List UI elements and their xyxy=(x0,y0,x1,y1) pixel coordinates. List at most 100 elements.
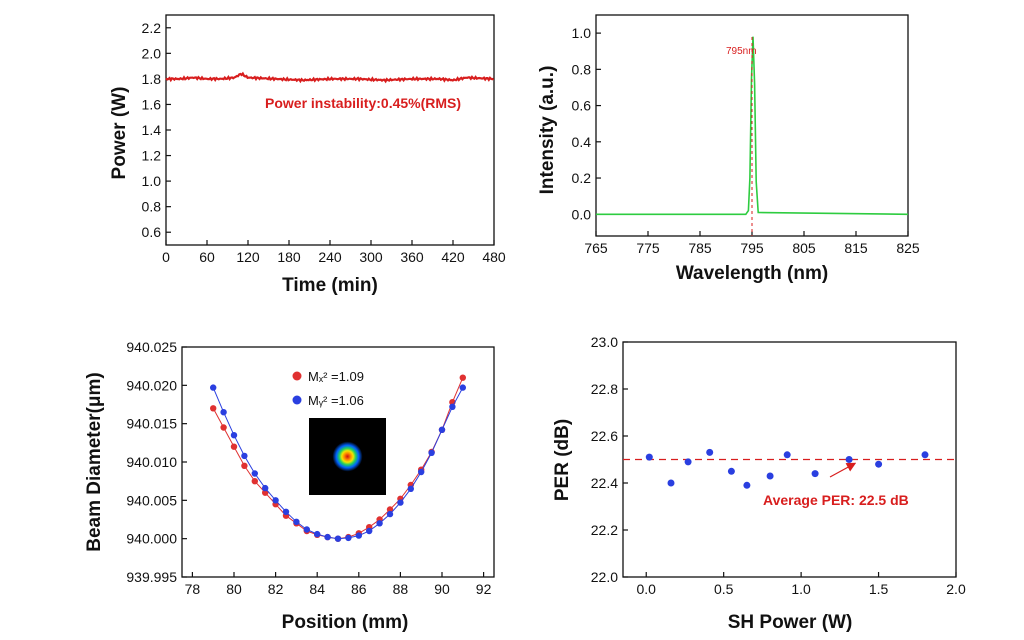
beam-data-point-1 xyxy=(241,452,248,460)
beam-y-tick-label: 940.005 xyxy=(126,492,177,508)
per-data-point xyxy=(766,472,774,480)
beam-data-point-1 xyxy=(262,484,269,492)
beam-y-axis-label: Beam Diameter(μm) xyxy=(84,372,105,552)
beam-data-point-1 xyxy=(293,518,300,525)
per-data-point xyxy=(684,458,692,466)
per-data-point xyxy=(706,448,714,456)
beam-profile-spot xyxy=(332,441,363,472)
beam-data-point-1 xyxy=(386,510,394,518)
beam-data-point-1 xyxy=(220,409,227,416)
power-x-tick-label: 360 xyxy=(400,249,424,265)
average-per-annotation: Average PER: 22.5 dB xyxy=(763,492,909,508)
per-annotation-arrow xyxy=(829,462,857,478)
power-axes-frame xyxy=(165,14,495,246)
beam-y-tick-label: 940.020 xyxy=(126,377,177,393)
spectrum-chart: 765 775 785 795 805 815 8250.00.20.40.60.81.0 … xyxy=(537,14,920,284)
spectrum-x-tick-label: 825 xyxy=(896,240,920,256)
beam-diameter-chart: 78 80 82 84 86 88 90 92 939.995 940.000 940.005 940… xyxy=(84,339,495,633)
beam-data-point-1 xyxy=(334,535,342,542)
legend-marker-mx xyxy=(292,371,302,381)
per-data-point xyxy=(811,470,819,478)
beam-data-point-1 xyxy=(449,403,456,410)
power-y-tick-label: 0.8 xyxy=(142,199,162,215)
per-y-tick-label: 22.8 xyxy=(591,381,618,397)
beam-data-point-1 xyxy=(355,532,362,539)
per-y-tick-label: 22.4 xyxy=(591,475,618,491)
beam-x-tick-label: 86 xyxy=(351,581,367,597)
per-data-point xyxy=(743,481,751,489)
beam-data-point-1 xyxy=(376,520,383,527)
beam-data-point-1 xyxy=(397,499,404,506)
beam-data-point-1 xyxy=(418,468,425,476)
power-x-tick-label: 180 xyxy=(277,249,301,265)
beam-data-point-1 xyxy=(345,534,352,542)
per-data-point xyxy=(645,453,653,461)
legend-label-mx: Mₓ² =1.09 xyxy=(308,369,364,384)
legend-label-my: Mᵧ² =1.06 xyxy=(308,393,364,408)
beam-y-tick-label: 940.000 xyxy=(126,531,177,547)
power-x-tick-label: 240 xyxy=(318,249,342,265)
per-data-point xyxy=(921,451,929,459)
beam-data-point-1 xyxy=(282,508,290,515)
power-x-tick-label: 420 xyxy=(441,249,465,265)
spectrum-plot-area: 765 775 785 795 805 815 825 0.0 0.2 0.4 0.6 0.8 1.0 xyxy=(572,14,920,256)
spectrum-x-tick-label: 785 xyxy=(688,240,712,256)
beam-data-point-0 xyxy=(220,424,227,431)
power-x-tick-label: 120 xyxy=(236,249,260,265)
per-data-point xyxy=(667,479,675,487)
power-y-tick-label: 1.6 xyxy=(142,96,162,112)
beam-y-tick-label: 940.025 xyxy=(126,339,177,355)
power-y-axis-label: Power (W) xyxy=(109,87,130,180)
beam-x-tick-label: 80 xyxy=(226,581,242,597)
beam-x-axis-label: Position (mm) xyxy=(282,612,409,633)
power-instability-annotation: Power instability:0.45%(RMS) xyxy=(265,95,461,111)
spectrum-x-tick-label: 765 xyxy=(584,240,608,256)
per-y-tick-label: 22.0 xyxy=(591,569,618,585)
spectrum-y-axis-label: Intensity (a.u.) xyxy=(537,66,558,195)
beam-legend: Mₓ² =1.09 Mᵧ² =1.06 xyxy=(292,369,364,408)
spectrum-y-tick-label: 0.8 xyxy=(572,61,592,77)
beam-data-point-1 xyxy=(314,530,321,538)
beam-y-tick-label: 940.015 xyxy=(126,416,177,432)
spectrum-y-tick-label: 1.0 xyxy=(572,25,592,41)
per-x-axis-label: SH Power (W) xyxy=(728,612,853,633)
per-x-tick-label: 0.0 xyxy=(636,581,656,597)
power-y-tick-label: 1.4 xyxy=(142,122,162,138)
power-x-tick-label: 60 xyxy=(199,249,215,265)
spectrum-x-tick-label: 815 xyxy=(844,240,868,256)
power-y-tick-label: 1.0 xyxy=(142,173,162,189)
beam-data-point-0 xyxy=(241,462,248,469)
peak-wavelength-annotation: 795nm xyxy=(726,46,757,57)
beam-data-point-1 xyxy=(230,432,238,439)
per-y-tick-label: 23.0 xyxy=(591,334,618,350)
beam-data-point-0 xyxy=(210,405,217,412)
spectrum-y-tick-label: 0.0 xyxy=(572,206,592,222)
spectrum-x-tick-label: 805 xyxy=(792,240,816,256)
per-chart: 0.0 0.5 1.0 1.5 2.022.022.222.422.622.823.0 … xyxy=(552,334,966,633)
beam-data-point-1 xyxy=(272,497,279,504)
per-y-tick-label: 22.2 xyxy=(591,522,618,538)
beam-y-tick-label: 940.010 xyxy=(126,454,177,470)
power-y-tick-label: 0.6 xyxy=(142,224,162,240)
spectrum-x-tick-label: 795 xyxy=(740,240,764,256)
beam-data-point-1 xyxy=(251,470,258,477)
beam-data-point-1 xyxy=(428,449,435,456)
power-y-tick-label: 2.2 xyxy=(142,20,162,36)
per-plot-area: 0.0 0.5 1.0 1.5 2.0 22.0 22.2 22.4 22.6 22.8 23.0 xyxy=(591,334,966,597)
spectrum-x-axis-label: Wavelength (nm) xyxy=(676,263,828,284)
beam-data-point-0 xyxy=(262,489,269,496)
power-y-tick-label: 1.8 xyxy=(142,71,162,87)
power-stability-chart: 0 60 120 180 240 300 360 420 480 0.6 0.8 1.0 1.2 1.4 1… xyxy=(109,14,506,296)
per-data-point xyxy=(875,460,883,468)
beam-x-tick-label: 78 xyxy=(185,581,201,597)
power-x-tick-label: 0 xyxy=(162,249,170,265)
beam-data-point-1 xyxy=(324,533,331,541)
power-y-tick-label: 1.2 xyxy=(142,148,162,164)
beam-data-point-0 xyxy=(386,506,394,513)
beam-y-tick-label: 939.995 xyxy=(126,569,177,585)
beam-data-point-1 xyxy=(303,526,310,533)
power-plot-area: 0 60 120 180 240 300 360 420 480 0.6 0.8 1.0 1.2 1.4 1… xyxy=(142,14,506,265)
per-x-tick-label: 2.0 xyxy=(946,581,966,597)
per-x-tick-label: 0.5 xyxy=(714,581,734,597)
